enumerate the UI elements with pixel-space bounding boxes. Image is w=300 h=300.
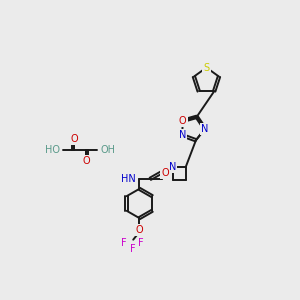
Text: S: S (203, 63, 209, 73)
Text: O: O (70, 134, 78, 144)
Text: HN: HN (121, 174, 136, 184)
Text: N: N (178, 130, 186, 140)
Text: N: N (178, 130, 186, 140)
Text: O: O (82, 156, 90, 166)
Text: F: F (138, 238, 144, 248)
Text: OH: OH (100, 145, 115, 155)
Text: O: O (161, 168, 169, 178)
Text: HO: HO (45, 145, 60, 155)
Text: O: O (179, 116, 187, 126)
Text: O: O (136, 225, 143, 235)
Text: F: F (121, 238, 127, 248)
Text: N: N (201, 124, 208, 134)
Text: F: F (130, 244, 136, 254)
Text: N: N (169, 161, 176, 172)
